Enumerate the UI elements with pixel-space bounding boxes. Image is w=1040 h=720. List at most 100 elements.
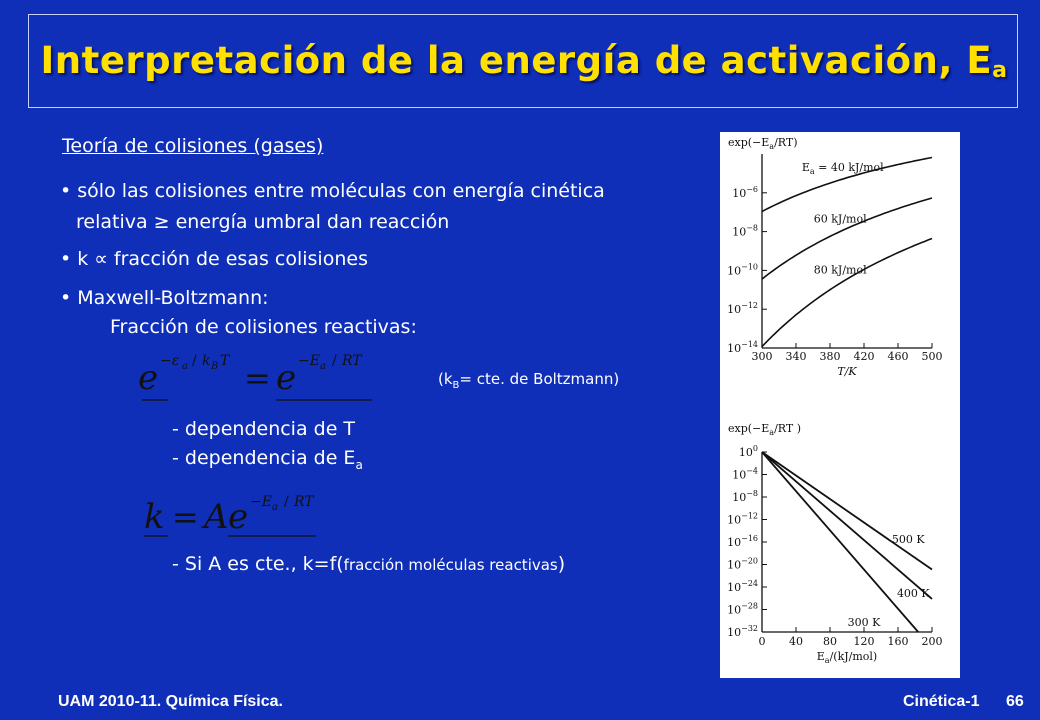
- eq1-kb-sub: B: [210, 361, 218, 372]
- eq1-t: T: [220, 353, 231, 369]
- eq2-minus-e: −E: [250, 494, 272, 510]
- eq1-slash2: /: [332, 353, 337, 369]
- si-a-small: fracción moléculas reactivas: [343, 556, 558, 574]
- title-text: Interpretación de la energía de activaci…: [40, 39, 993, 82]
- si-a-close: ): [557, 553, 566, 575]
- bullet-2-text: k ∝ fracción de esas colisiones: [77, 248, 368, 270]
- chart2-y-tick-label: 100: [739, 444, 758, 459]
- eq2-slash: /: [284, 494, 289, 510]
- title-subscript: a: [992, 58, 1008, 83]
- chart-exp-vs-activation-energy: exp(−Ea/RT ) 100 10−4 10−8 10−12 10−16 10−20 10…: [727, 422, 942, 665]
- bullet-glyph: •: [60, 248, 72, 270]
- dependencia-ea-main: - dependencia de E: [172, 447, 356, 469]
- eq2-a: A: [201, 497, 229, 537]
- eq1-rt: RT: [341, 353, 363, 369]
- chart2-y-tick-label: 10−28: [727, 602, 758, 617]
- eq2-rt: RT: [293, 494, 315, 510]
- chart2-y-tick-label: 10−12: [727, 512, 758, 527]
- chart1-x-tick-label: 340: [786, 350, 807, 363]
- bullet-1-text: sólo las colisiones entre moléculas con …: [77, 180, 605, 202]
- chart1-x-tick-label: 460: [888, 350, 909, 363]
- chart2-y-tick-label: 10−8: [732, 489, 758, 504]
- chart1-x-tick-label: 300: [752, 350, 773, 363]
- eq1-kb: k: [202, 353, 210, 369]
- section-heading: Teoría de colisiones (gases): [62, 135, 324, 157]
- chart2-y-tick-label: 10−16: [727, 534, 758, 549]
- chart1-series-line: [761, 197, 933, 280]
- chart2-x-tick-label: 0: [759, 635, 766, 648]
- bullet-1: • sólo las colisiones entre moléculas co…: [60, 180, 605, 202]
- chart1-series-line: [761, 156, 933, 213]
- chart2-series-label: 400 K: [897, 587, 930, 600]
- chart1-series-label: Ea = 40 kJ/mol: [802, 161, 884, 176]
- chart2-x-tick-label: 200: [922, 635, 943, 648]
- chart1-y-tick-label: 10−8: [732, 224, 758, 239]
- dependencia-ea: - dependencia de Ea: [172, 447, 363, 472]
- chart2-y-tick-label: 10−24: [727, 579, 758, 594]
- eq2-equals: =: [172, 498, 199, 536]
- si-a-note: - Si A es cte., k=f(fracción moléculas r…: [172, 553, 565, 575]
- chart2-series-line: [761, 451, 933, 571]
- chart1-x-tick-label: 420: [854, 350, 875, 363]
- chart2-series-line: [761, 451, 933, 600]
- chart2-y-tick-label: 10−4: [732, 467, 758, 482]
- eq1-minus-e: −E: [298, 353, 320, 369]
- chart1-y-label: exp(−Ea/RT): [728, 136, 798, 151]
- eq2-e: e: [228, 497, 248, 537]
- eq2-e-sub: a: [272, 502, 278, 513]
- footer-page-number: 66: [1006, 693, 1024, 710]
- chart1-series-label: 80 kJ/mol: [814, 264, 867, 277]
- footer-section: Cinética-1: [903, 693, 980, 710]
- slide-title: Interpretación de la energía de activaci…: [29, 39, 1019, 83]
- chart2-series-label: 300 K: [848, 616, 881, 629]
- bullet-3: • Maxwell-Boltzmann:: [60, 287, 269, 309]
- footer-left: UAM 2010-11. Química Física.: [58, 693, 283, 710]
- chart1-x-tick-label: 380: [820, 350, 841, 363]
- chart2-y-tick-label: 10−32: [727, 624, 758, 639]
- eq1-e: e: [138, 358, 158, 398]
- chart2-x-label: Ea/(kJ/mol): [817, 650, 877, 665]
- chart2-x-tick-label: 160: [888, 635, 909, 648]
- kb-note-sub: B: [452, 380, 460, 391]
- chart2-y-tick-label: 10−20: [727, 557, 758, 572]
- dependencia-t: - dependencia de T: [172, 418, 356, 440]
- chart2-x-tick-label: 120: [854, 635, 875, 648]
- dependencia-ea-sub: a: [355, 457, 363, 472]
- chart1-x-label: T/K: [837, 365, 857, 378]
- eq1-slash: /: [192, 353, 197, 369]
- bullet-2: • k ∝ fracción de esas colisiones: [60, 248, 368, 270]
- kb-note-pre: (k: [438, 370, 453, 388]
- eq1-eps-sub: a: [182, 361, 188, 372]
- chart1-y-tick-label: 10−14: [727, 340, 758, 355]
- chart1-y-tick-label: 10−6: [732, 185, 758, 200]
- eq2-k: k: [144, 497, 165, 537]
- figure-panel: exp(−Ea/RT) 10−6 10−8 10−10 10−12 10−14 300 340…: [720, 132, 960, 678]
- bullet-3-text: Maxwell-Boltzmann:: [77, 287, 269, 309]
- equation-fraction: e −ε a / k B T = e −E a / RT: [138, 345, 398, 407]
- kb-note: (kB= cte. de Boltzmann): [438, 370, 619, 391]
- bullet-1-cont: relativa ≥ energía umbral dan reacción: [76, 211, 450, 233]
- equation-arrhenius: k = A e −E a / RT: [140, 490, 340, 544]
- si-a-main: - Si A es cte., k=f(: [172, 553, 344, 575]
- chart1-y-tick-label: 10−12: [727, 301, 758, 316]
- chart2-x-tick-label: 80: [823, 635, 837, 648]
- bullet-glyph: •: [60, 287, 72, 309]
- title-box: Interpretación de la energía de activaci…: [28, 14, 1018, 108]
- eq1-minus-eps: −ε: [160, 353, 179, 369]
- chart1-series-line: [761, 237, 933, 348]
- eq1-e2: e: [276, 358, 296, 398]
- chart2-y-label: exp(−Ea/RT ): [728, 422, 801, 437]
- bullet-3-cont: Fracción de colisiones reactivas:: [110, 316, 417, 338]
- chart1-series-label: 60 kJ/mol: [814, 212, 867, 225]
- chart1-y-tick-label: 10−10: [727, 262, 758, 277]
- chart2-x-tick-label: 40: [789, 635, 803, 648]
- eq1-e-sub: a: [320, 361, 326, 372]
- kb-note-post: = cte. de Boltzmann): [459, 370, 620, 388]
- eq1-equals: =: [244, 359, 271, 397]
- chart2-series-line: [761, 451, 919, 633]
- chart2-series-label: 500 K: [892, 533, 925, 546]
- bullet-glyph: •: [60, 180, 72, 202]
